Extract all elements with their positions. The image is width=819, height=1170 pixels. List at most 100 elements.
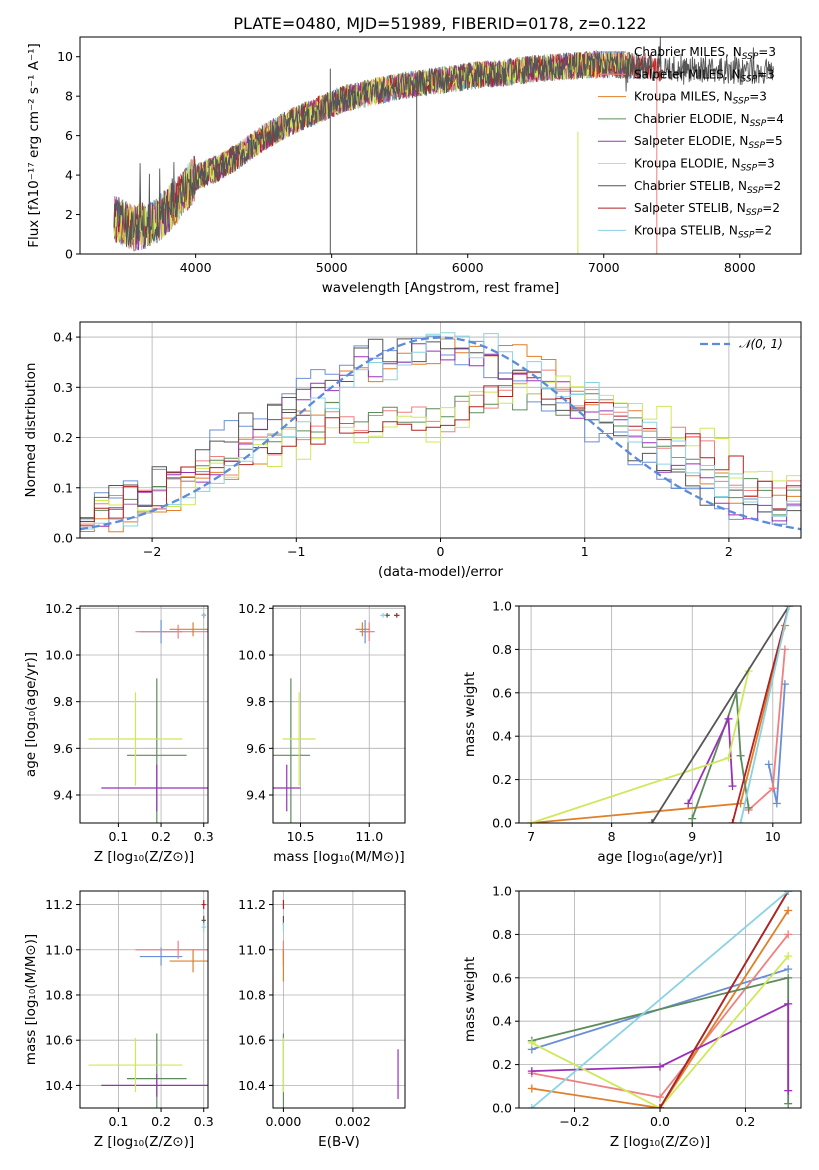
y-axis-label: mass weight: [462, 957, 478, 1042]
axes-frame: [272, 890, 406, 1109]
x-tick-label: 6000: [452, 260, 484, 275]
y-axis-label: Flux [fλ10⁻¹⁷ erg cm⁻² s⁻¹ A⁻¹]: [26, 43, 42, 248]
residual-hist-salpeter-elodie: [80, 343, 801, 527]
errorbar-point-salpeter-stelib: [201, 900, 206, 910]
y-tick-label: 10.8: [238, 987, 266, 1002]
y-tick-label: 0.6: [492, 685, 512, 700]
errorbar-point-kroupa-elodie: [282, 692, 316, 786]
y-tick-label: 9.4: [53, 788, 73, 803]
weight-series-salpeter-miles: [744, 645, 789, 814]
spectrum-line-chabrier-elodie: [113, 50, 632, 250]
weight-line: [731, 606, 790, 823]
panel-spectrum: Chabrier MILES, NSSP=3 Salpeter MILES, NS…: [26, 36, 802, 296]
residual-hist-kroupa-elodie: [80, 375, 801, 528]
x-tick-label: −1: [287, 544, 305, 559]
panel-residuals: 𝒩(0, 1) −2 −1 0 1 2 0.0 0.1 0.2 0.3 0.4 (data-model…: [23, 321, 802, 580]
y-tick-label: 10.6: [238, 1033, 266, 1048]
panel-mass_vs_EBV: 0.000 0.002 10.4 10.6 10.8 11.0 11.2 E(B-V): [238, 890, 406, 1150]
weight-series-salpeter-elodie: [684, 714, 737, 808]
legend-entry: Chabrier MILES, NSSP=3: [634, 45, 776, 62]
x-tick-label: 7: [527, 829, 535, 844]
legend-entry: Chabrier ELODIE, NSSP=4: [634, 112, 784, 129]
x-tick-label: 0.002: [335, 1114, 371, 1129]
errorbar-point-kroupa-elodie: [88, 692, 183, 786]
plot-area: [527, 891, 793, 1108]
y-axis-label: mass weight: [462, 672, 478, 757]
y-tick-label: 10.8: [45, 987, 73, 1002]
y-tick-label: 0.8: [492, 927, 512, 942]
x-axis-label: age [log₁₀(age/yr)]: [597, 849, 722, 865]
x-tick-label: 9: [688, 829, 696, 844]
y-tick-label: 0.0: [492, 816, 512, 831]
errorbar-point-kroupa-miles: [169, 622, 208, 637]
legend-entry: Salpeter ELODIE, NSSP=5: [634, 134, 783, 151]
gaussian-curve: [80, 336, 801, 531]
residual-hist-chabrier-stelib: [80, 338, 801, 520]
y-tick-label: 0: [65, 247, 73, 262]
y-tick-label: 10.2: [238, 601, 266, 616]
weight-series-kroupa-miles: [527, 621, 789, 823]
panel-mass_weight_vs_Z: −0.2 0.0 0.2 0.0 0.2 0.4 0.6 0.8 1.0 Z [log₁₀(Z/Z…: [462, 884, 802, 1150]
y-tick-label: 0.4: [53, 330, 73, 345]
spectrum-line-kroupa-elodie: [113, 50, 632, 251]
weight-line: [651, 606, 790, 823]
residual-hist-kroupa-stelib: [80, 332, 801, 530]
x-axis-label: Z [log₁₀(Z/Z⊙)]: [94, 849, 194, 865]
y-tick-label: 4: [65, 168, 73, 183]
weight-line: [531, 1002, 790, 1091]
weight-series-kroupa-elodie: [527, 667, 753, 823]
errorbar-point-salpeter-elodie: [101, 1074, 208, 1097]
weight-series-salpeter-stelib: [656, 891, 793, 1108]
y-tick-label: 1.0: [492, 599, 512, 614]
x-tick-label: 1: [581, 544, 589, 559]
legend-entry: Chabrier STELIB, NSSP=2: [634, 179, 781, 196]
weight-line: [531, 955, 789, 1108]
weight-line: [739, 606, 790, 823]
figure-title: PLATE=0480, MJD=51989, FIBERID=0178, z=0…: [233, 14, 646, 33]
x-tick-label: 0.0: [650, 1114, 670, 1129]
y-tick-label: 11.2: [45, 897, 73, 912]
x-tick-label: −2: [143, 544, 161, 559]
weight-line: [691, 692, 750, 819]
y-tick-label: 11.2: [238, 897, 266, 912]
x-tick-label: 8000: [724, 260, 756, 275]
y-tick-label: 10.0: [238, 648, 266, 663]
y-tick-label: 1.0: [492, 884, 512, 899]
x-axis-label: E(B-V): [318, 1134, 360, 1150]
spectrum-line-chabrier-miles: [113, 51, 632, 250]
weight-line: [531, 891, 789, 1108]
x-tick-label: 11.0: [355, 829, 383, 844]
errorbar-point-kroupa-elodie: [88, 1037, 183, 1093]
errorbar-point-salpeter-miles: [135, 624, 208, 639]
spectrum-line-salpeter-elodie: [113, 50, 632, 251]
legend-entry: Kroupa ELODIE, NSSP=3: [634, 157, 775, 174]
y-tick-label: 11.0: [238, 942, 266, 957]
y-tick-label: 0.8: [492, 642, 512, 657]
weight-line: [747, 649, 786, 811]
legend-entry: Salpeter STELIB, NSSP=2: [634, 201, 780, 218]
x-tick-label: 0.2: [151, 1114, 171, 1129]
panel-age_vs_Z: 0.1 0.2 0.3 9.4 9.6 9.8 10.0 10.2 Z [log₁₀(Z/Z⊙)…: [23, 601, 214, 865]
errorbar-point-salpeter-miles: [135, 940, 208, 959]
spectrum-line-kroupa-miles: [113, 50, 632, 249]
weight-series-chabrier-stelib: [647, 606, 793, 823]
legend-entry: Salpeter MILES, NSSP=3: [634, 67, 775, 84]
weight-series-kroupa-stelib: [527, 891, 793, 1108]
x-axis-label: Z [log₁₀(Z/Z⊙)]: [94, 1134, 194, 1150]
weight-line: [659, 891, 789, 1108]
x-tick-label: 2: [725, 544, 733, 559]
y-tick-label: 10.0: [45, 648, 73, 663]
plot-area: [273, 613, 400, 823]
axes-frame: [79, 36, 802, 255]
x-tick-label: 0.000: [266, 1114, 302, 1129]
errorbar-point-kroupa-stelib: [201, 613, 206, 618]
legend-entry: Kroupa MILES, NSSP=3: [634, 90, 767, 107]
x-tick-label: 4000: [180, 260, 212, 275]
x-tick-label: 0.2: [736, 1114, 756, 1129]
x-tick-label: 0: [437, 544, 445, 559]
y-tick-label: 9.6: [53, 741, 73, 756]
y-tick-label: 10: [57, 49, 73, 64]
errorbar-point-salpeter-elodie: [101, 764, 208, 812]
spectrum-line-salpeter-miles: [113, 51, 662, 249]
